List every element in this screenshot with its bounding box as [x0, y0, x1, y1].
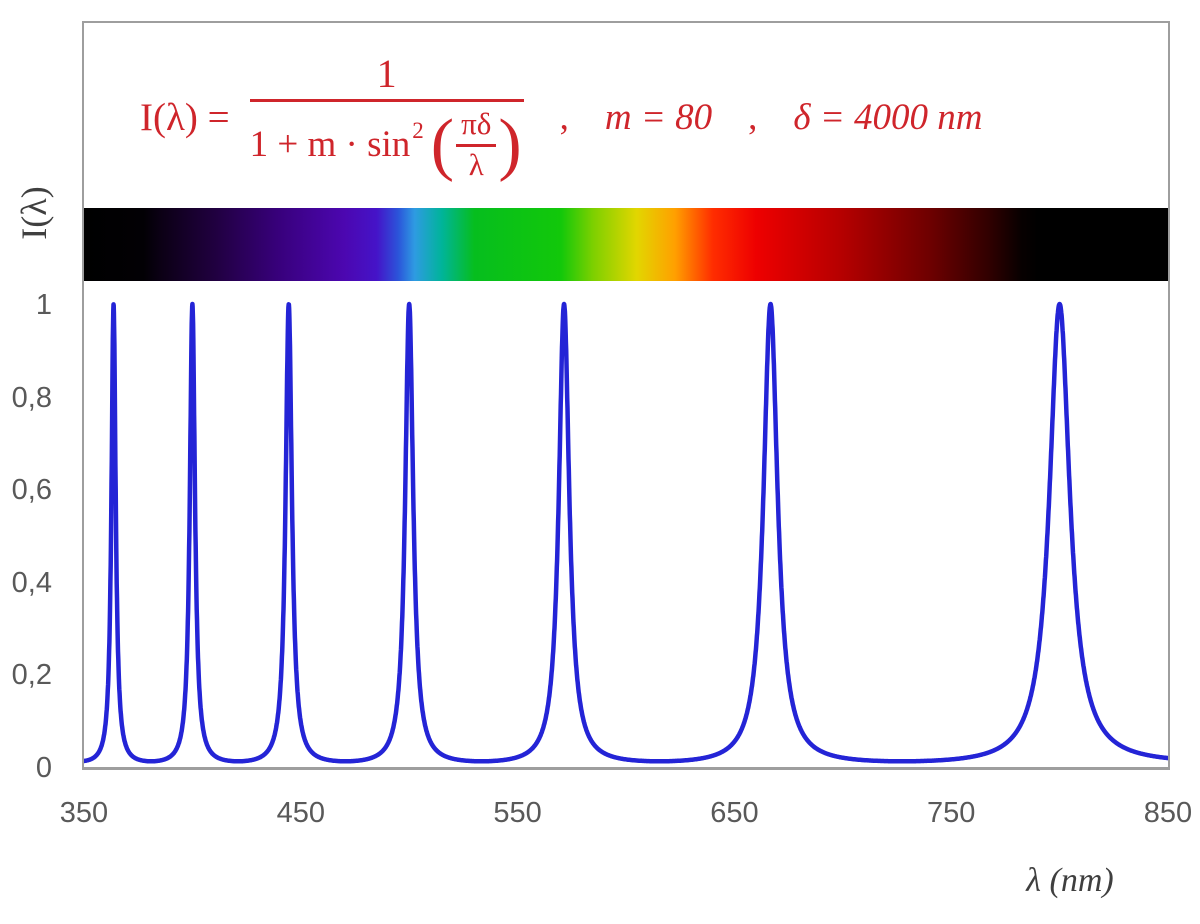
y-tick-label: 0,2 [11, 659, 52, 692]
x-tick-label: 350 [59, 797, 109, 829]
inner-fraction: πδ λ [456, 107, 497, 182]
param-delta: δ = 4000 nm [793, 96, 983, 138]
fraction-numerator: 1 [376, 51, 397, 97]
fraction-rule [249, 99, 524, 103]
formula-fraction: 1 1 + m · sin 2 ( πδ λ ) [249, 51, 524, 181]
formula-comma-1: , [559, 96, 569, 138]
y-tick-label: 0,6 [11, 474, 52, 507]
x-tick-label: 650 [710, 797, 759, 829]
denominator-exponent: 2 [412, 118, 424, 143]
y-axis-title: I(λ) [14, 186, 54, 240]
close-paren: ) [498, 105, 522, 183]
y-tick-label: 1 [35, 289, 52, 321]
formula: I(λ) = 1 1 + m · sin 2 ( πδ λ ) , m = 80… [140, 39, 983, 195]
denominator-text: 1 + m · sin [249, 124, 411, 165]
intensity-curve-path [84, 301, 1168, 764]
x-tick-label: 750 [926, 797, 976, 829]
y-tick-label: 0,8 [11, 381, 52, 414]
x-axis-title: λ (nm) [1026, 862, 1114, 899]
x-tick-label: 850 [1143, 797, 1193, 829]
y-tick-label: 0 [35, 752, 52, 784]
x-tick-label: 550 [493, 797, 542, 829]
fraction-denominator: 1 + m · sin 2 ( πδ λ ) [250, 107, 524, 181]
open-paren: ( [430, 105, 455, 183]
x-tick-label: 450 [276, 797, 325, 829]
formula-lhs: I(λ) = [140, 95, 230, 139]
plot-frame: I(λ) = 1 1 + m · sin 2 ( πδ λ ) , m = 80… [82, 21, 1170, 770]
spectrum-bar [84, 208, 1168, 281]
intensity-curve [84, 301, 1168, 764]
param-m: m = 80 [604, 96, 713, 138]
formula-comma-2: , [748, 96, 758, 138]
inner-denominator: λ [468, 146, 484, 182]
inner-numerator: πδ [456, 107, 497, 147]
y-tick-label: 0,4 [11, 566, 52, 599]
